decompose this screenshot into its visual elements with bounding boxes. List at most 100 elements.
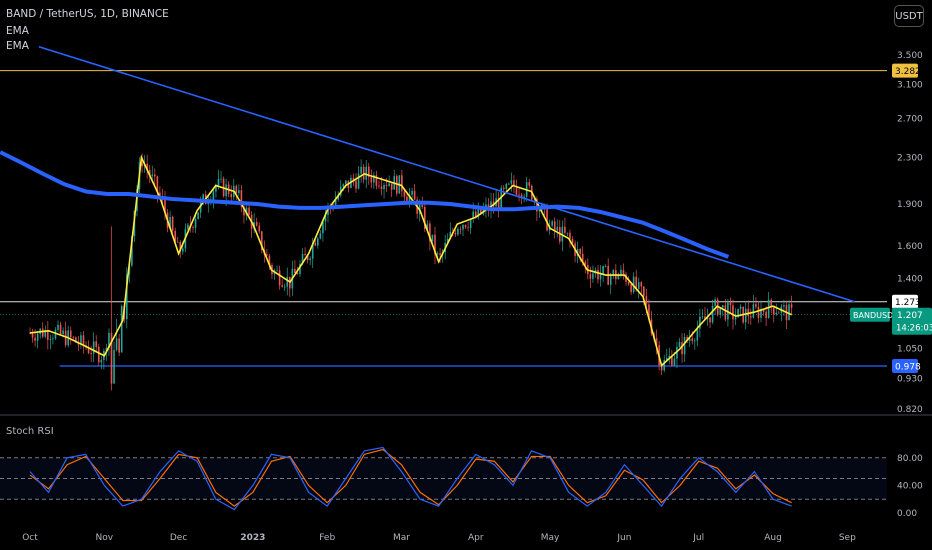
candle-body (719, 307, 722, 315)
candle-body (41, 328, 44, 337)
candle-body (36, 333, 39, 341)
candle-body (597, 269, 599, 280)
candle-body (508, 183, 510, 185)
candle-body (95, 341, 98, 347)
candle-body (533, 198, 536, 200)
last-price-tag-bg (892, 307, 932, 335)
candle-body (767, 299, 770, 319)
candle-body (266, 254, 268, 256)
candle-body (299, 263, 301, 275)
ema-slow-line (0, 150, 730, 259)
candle-body (34, 337, 36, 341)
candle-body (620, 269, 622, 276)
candle-body (49, 338, 52, 340)
candle-body (505, 183, 508, 189)
x-tick-label: Jul (692, 533, 704, 543)
y-tick-label: 1.600 (897, 242, 923, 252)
candle-body (510, 180, 513, 184)
candle-body (187, 224, 189, 230)
candle-body (584, 261, 587, 266)
candle-body (255, 221, 258, 226)
candle-body (176, 241, 179, 243)
stoch-d-line (29, 448, 792, 507)
candle-body (446, 238, 449, 243)
candle-body (566, 232, 569, 234)
candle-body (431, 234, 434, 242)
candle-body (668, 355, 671, 358)
candle-body (370, 176, 373, 183)
candle-body (612, 270, 615, 276)
candle-body (383, 184, 385, 190)
osc-tick-label: 40.00 (897, 481, 923, 491)
candle-body (260, 231, 263, 251)
x-tick-label: Aug (764, 533, 782, 543)
candle-body (632, 276, 635, 293)
candle-body (551, 221, 553, 226)
candle-body (82, 335, 85, 346)
candle-body (645, 296, 648, 305)
x-tick-label: Jun (616, 533, 631, 543)
stoch-rsi-title[interactable]: Stoch RSI (6, 426, 54, 437)
candle-body (388, 183, 390, 186)
candle-body (156, 176, 159, 193)
candle-body (317, 238, 319, 246)
candle-body (182, 248, 184, 252)
candle-body (90, 352, 92, 354)
ema-legend-1[interactable]: EMA (6, 25, 29, 37)
candle-body (309, 258, 311, 261)
candle-body (757, 306, 760, 318)
candle-body (457, 228, 459, 235)
candle-body (732, 305, 734, 320)
candle-body (238, 190, 240, 194)
candle-body (627, 282, 630, 285)
candle-body (97, 346, 100, 363)
candle-body (413, 190, 416, 200)
candle-body (125, 274, 128, 320)
candle-body (571, 238, 574, 244)
support-price-tag-bg (892, 359, 918, 374)
candle-body (115, 338, 118, 350)
candle-body (704, 316, 706, 320)
candle-body (215, 185, 217, 192)
candle-body (406, 196, 408, 201)
candle-body (426, 223, 429, 229)
osc-tick-label: 80.00 (897, 454, 923, 464)
candle-body (643, 286, 645, 297)
y-tick-label: 3.100 (897, 81, 923, 91)
candle-body (640, 282, 643, 287)
candle-body (207, 202, 210, 205)
candle-body (696, 328, 699, 341)
candle-body (678, 341, 681, 347)
candle-body (599, 274, 602, 280)
x-tick-label: Feb (319, 533, 335, 543)
candle-body (110, 332, 113, 384)
candle-body (283, 286, 286, 288)
candle-body (286, 276, 289, 287)
candle-body (80, 335, 82, 345)
candle-body (528, 182, 531, 186)
candle-body (648, 304, 650, 320)
candle-body (334, 199, 337, 208)
candle-body (515, 186, 518, 195)
candle-body (421, 205, 424, 208)
candle-body (569, 232, 571, 239)
candle-body (436, 253, 439, 255)
symbol-tag: BANDUSDT (853, 311, 898, 320)
candle-body (151, 174, 154, 177)
candle-body (31, 333, 34, 338)
candle-body (281, 285, 283, 287)
candle-body (240, 190, 243, 207)
candle-body (44, 329, 47, 337)
ema-legend-2[interactable]: EMA (6, 40, 29, 52)
candle-body (148, 169, 151, 177)
candle-body (688, 338, 691, 341)
candle-body (722, 305, 724, 308)
last-price-tag: 1.207 (897, 311, 923, 321)
candle-body (171, 217, 174, 231)
candle-body (164, 199, 166, 213)
candles (29, 153, 793, 391)
currency-button[interactable]: USDT (894, 5, 924, 27)
candle-body (472, 211, 474, 219)
candle-body (459, 228, 462, 230)
